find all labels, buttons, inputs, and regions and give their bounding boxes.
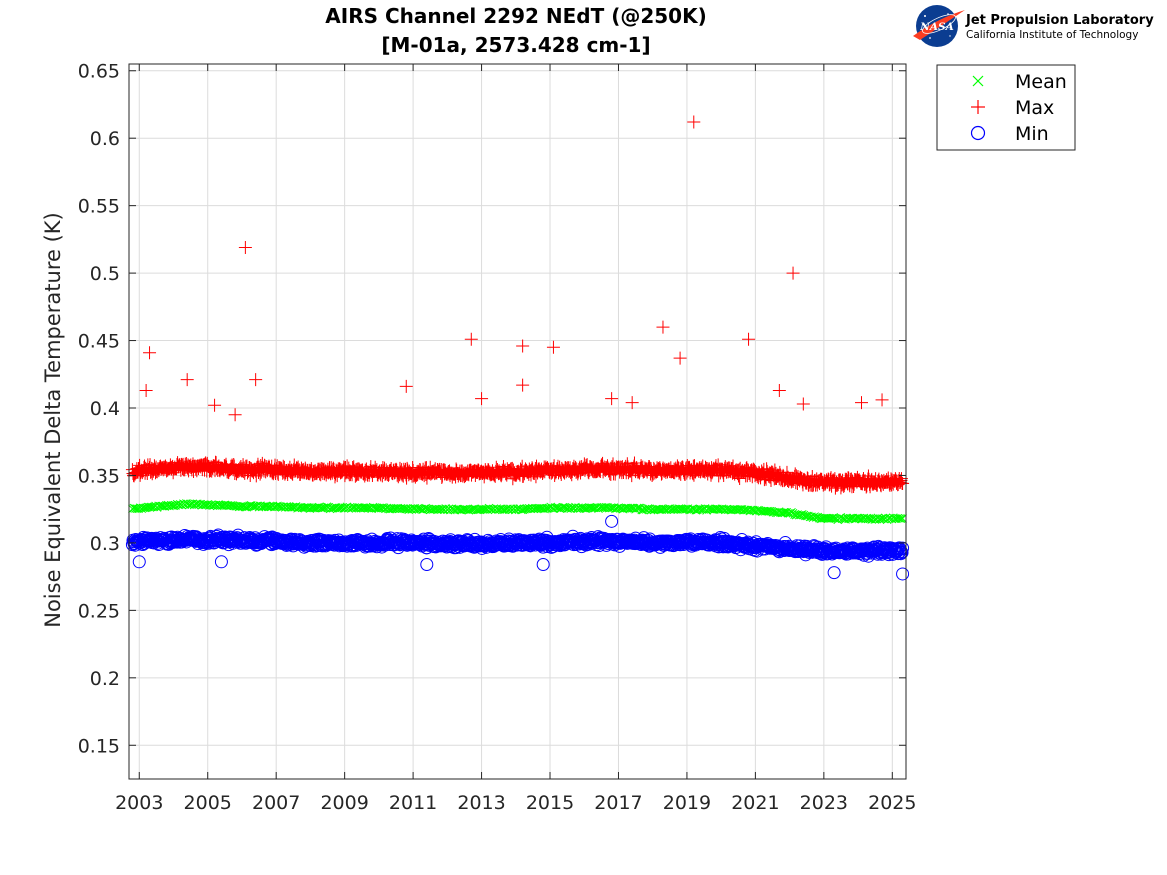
chart-title-line-2: [M-01a, 2573.428 cm-1] (381, 33, 650, 57)
max-point (673, 351, 687, 365)
mean-series (128, 499, 907, 525)
legend-item-min: Min (970, 123, 1049, 145)
mean-point (898, 514, 907, 523)
max-point (143, 346, 157, 360)
jpl-logo-title: Jet Propulsion Laboratory (965, 13, 1154, 28)
legend: Mean Max Min (936, 64, 1076, 151)
max-point (208, 398, 222, 412)
y-tick-label: 0.35 (78, 465, 120, 487)
min-point (605, 514, 619, 528)
legend-mean-marker (972, 75, 984, 87)
y-tick-label: 0.25 (78, 600, 120, 622)
x-tick-label: 2019 (663, 792, 711, 814)
max-point (516, 339, 530, 353)
min-point (420, 558, 434, 571)
legend-min-marker (970, 125, 986, 141)
max-point (516, 378, 530, 392)
legend-mean-label: Mean (1015, 71, 1067, 93)
y-tick-label: 0.45 (78, 331, 120, 353)
max-point (228, 408, 242, 422)
max-point (786, 266, 800, 280)
min-point (896, 567, 910, 581)
max-point (893, 475, 907, 489)
max-point (796, 397, 810, 411)
max-point (687, 115, 701, 129)
legend-max-label: Max (1015, 97, 1054, 119)
y-tick-label: 0.2 (90, 668, 120, 690)
grid-lines (129, 64, 906, 779)
min-point (827, 566, 841, 580)
max-point (772, 383, 786, 397)
axis-ticks: 2003 2005 2007 2009 2011 2013 2015 2017 2019 2021… (78, 61, 917, 814)
x-tick-label: 2013 (457, 792, 505, 814)
min-point (536, 558, 550, 571)
y-tick-label: 0.55 (78, 196, 120, 218)
max-point (324, 461, 338, 475)
max-point (238, 240, 252, 254)
mean-point (810, 512, 819, 522)
nasa-meatball-icon: NASA (913, 5, 965, 47)
mean-point (632, 503, 642, 513)
y-tick-label: 0.5 (90, 263, 120, 285)
max-point (855, 396, 869, 410)
x-tick-label: 2011 (389, 792, 437, 814)
legend-box (936, 64, 1076, 151)
legend-max-marker (971, 100, 985, 114)
max-point (875, 393, 889, 407)
max-point (894, 473, 908, 487)
max-point (249, 373, 263, 387)
max-point (399, 379, 413, 393)
max-point (896, 476, 910, 490)
legend-item-max: Max (971, 97, 1054, 119)
max-point (464, 332, 478, 346)
legend-min-label: Min (1015, 123, 1049, 145)
y-tick-label: 0.6 (90, 128, 120, 150)
x-tick-label: 2005 (184, 792, 232, 814)
min-point (214, 555, 228, 569)
jpl-logo-subtitle: California Institute of Technology (966, 29, 1138, 41)
y-axis-label: Noise Equivalent Delta Temperature (K) (41, 212, 65, 628)
mean-point (828, 513, 838, 523)
jpl-logo: NASA Jet Propulsion Laboratory Californi… (913, 5, 1154, 47)
max-point (656, 320, 670, 334)
x-tick-label: 2017 (594, 792, 642, 814)
max-point (605, 392, 619, 406)
legend-item-mean: Mean (972, 71, 1067, 93)
max-point (742, 332, 756, 346)
min-point (132, 555, 146, 569)
x-tick-label: 2009 (320, 792, 368, 814)
x-tick-label: 2003 (115, 792, 163, 814)
max-point (546, 340, 560, 354)
x-tick-label: 2007 (252, 792, 300, 814)
min-point (896, 541, 910, 555)
mean-point (896, 514, 906, 523)
chart-title-line-1: AIRS Channel 2292 NEdT (@250K) (325, 4, 706, 28)
min-point (895, 546, 909, 560)
min-series (125, 514, 910, 581)
y-tick-label: 0.4 (90, 398, 120, 420)
max-point (139, 383, 153, 397)
max-point (625, 396, 639, 410)
y-tick-label: 0.65 (78, 61, 120, 83)
plot-border (128, 63, 907, 780)
max-point (180, 373, 194, 387)
x-tick-label: 2025 (868, 792, 916, 814)
max-point (475, 392, 489, 406)
max-series (125, 115, 910, 495)
plot-area (129, 64, 906, 779)
nasa-badge-text: NASA (919, 21, 953, 33)
y-tick-label: 0.15 (78, 735, 120, 757)
x-tick-label: 2023 (800, 792, 848, 814)
x-tick-label: 2021 (731, 792, 779, 814)
x-tick-label: 2015 (526, 792, 574, 814)
mean-point (895, 514, 904, 523)
y-tick-label: 0.3 (90, 533, 120, 555)
